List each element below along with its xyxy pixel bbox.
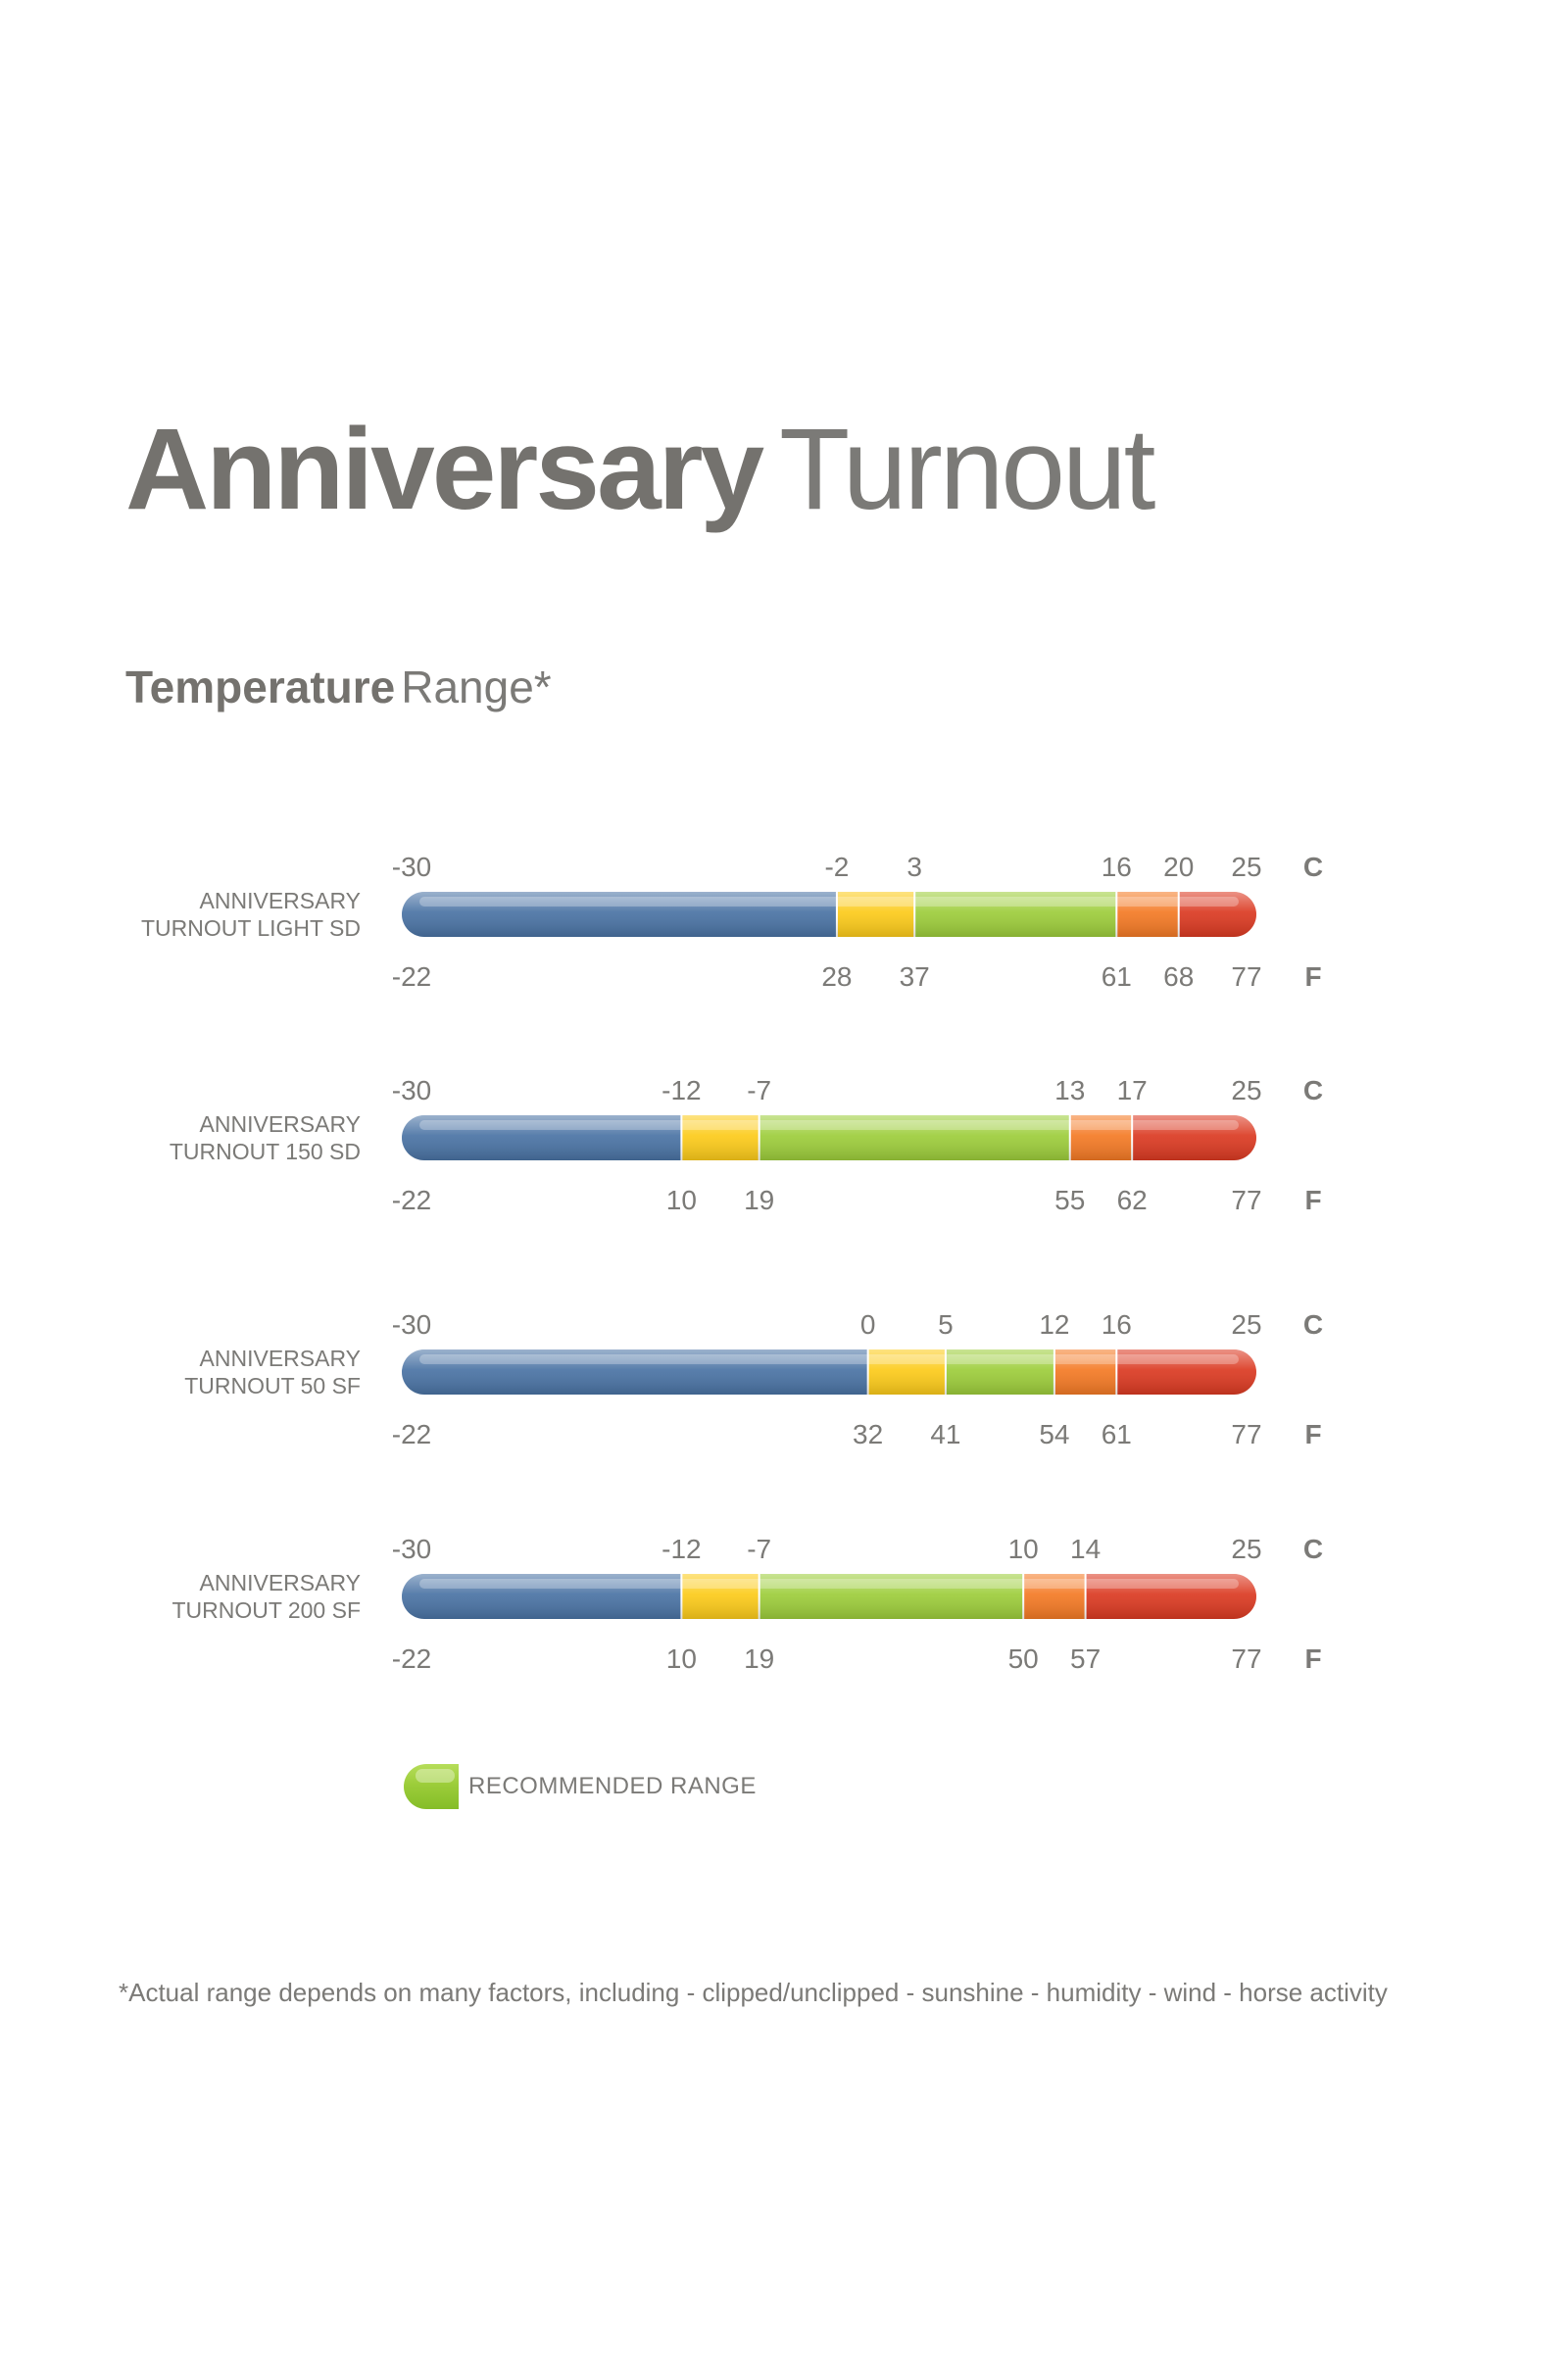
subtitle-light: Range* xyxy=(401,662,552,712)
celsius-tick-label: 14 xyxy=(1070,1534,1101,1564)
product-name-line1: ANNIVERSARY xyxy=(200,1570,361,1595)
fahrenheit-tick-label: 77 xyxy=(1231,1185,1261,1215)
celsius-tick-label: -30 xyxy=(392,1075,431,1105)
bar-gloss xyxy=(402,1115,1256,1160)
unit-label-fahrenheit: F xyxy=(1304,961,1321,992)
fahrenheit-tick-label: -22 xyxy=(392,961,431,992)
fahrenheit-tick-label: 55 xyxy=(1054,1185,1085,1215)
legend-swatch-recommended xyxy=(404,1764,459,1809)
fahrenheit-tick-label: -22 xyxy=(392,1643,431,1674)
fahrenheit-tick-label: -22 xyxy=(392,1419,431,1449)
product-name-line1: ANNIVERSARY xyxy=(200,1111,361,1137)
celsius-tick-label: -12 xyxy=(662,1075,701,1105)
fahrenheit-tick-label: 77 xyxy=(1231,1643,1261,1674)
product-name-line2: TURNOUT LIGHT SD xyxy=(141,915,361,941)
bar-gloss xyxy=(402,1349,1256,1395)
celsius-tick-label: 10 xyxy=(1008,1534,1039,1564)
fahrenheit-tick-label: 50 xyxy=(1008,1643,1039,1674)
celsius-tick-label: -30 xyxy=(392,1309,431,1340)
product-name-line1: ANNIVERSARY xyxy=(200,1346,361,1371)
product-name-line2: TURNOUT 200 SF xyxy=(172,1597,361,1623)
celsius-tick-label: 25 xyxy=(1231,1075,1261,1105)
celsius-tick-label: 20 xyxy=(1163,852,1194,882)
legend-label: RECOMMENDED RANGE xyxy=(468,1773,757,1799)
page-title: Anniversary Turnout xyxy=(125,412,1155,527)
bar-highlight xyxy=(419,1579,1239,1589)
fahrenheit-tick-label: 68 xyxy=(1163,961,1194,992)
fahrenheit-tick-label: 10 xyxy=(666,1185,697,1215)
title-bold: Anniversary xyxy=(125,405,764,534)
fahrenheit-tick-label: 28 xyxy=(821,961,852,992)
bar-highlight xyxy=(419,897,1239,907)
celsius-tick-label: 25 xyxy=(1231,852,1261,882)
fahrenheit-tick-label: 19 xyxy=(744,1185,774,1215)
bar-highlight xyxy=(419,1354,1239,1364)
legend: RECOMMENDED RANGE xyxy=(404,1761,757,1812)
unit-label-celsius: C xyxy=(1303,1075,1323,1105)
celsius-tick-label: -2 xyxy=(824,852,849,882)
celsius-tick-label: 3 xyxy=(906,852,922,882)
bar-gloss xyxy=(402,892,1256,937)
unit-label-fahrenheit: F xyxy=(1304,1185,1321,1215)
bar-gloss xyxy=(402,1574,1256,1619)
product-name-line2: TURNOUT 150 SD xyxy=(170,1139,361,1164)
unit-label-celsius: C xyxy=(1303,1534,1323,1564)
footnote: *Actual range depends on many factors, i… xyxy=(119,1978,1388,2007)
title-light: Turnout xyxy=(779,405,1155,534)
fahrenheit-tick-label: 62 xyxy=(1117,1185,1148,1215)
fahrenheit-tick-label: 19 xyxy=(744,1643,774,1674)
celsius-tick-label: 12 xyxy=(1039,1309,1069,1340)
fahrenheit-tick-label: 37 xyxy=(900,961,930,992)
celsius-tick-label: -30 xyxy=(392,1534,431,1564)
unit-label-fahrenheit: F xyxy=(1304,1643,1321,1674)
fahrenheit-tick-label: 77 xyxy=(1231,1419,1261,1449)
chart-subtitle: Temperature Range* xyxy=(125,664,552,710)
celsius-tick-label: 0 xyxy=(860,1309,876,1340)
unit-label-celsius: C xyxy=(1303,852,1323,882)
celsius-tick-label: 25 xyxy=(1231,1309,1261,1340)
celsius-tick-label: -12 xyxy=(662,1534,701,1564)
fahrenheit-tick-label: 57 xyxy=(1070,1643,1101,1674)
subtitle-bold: Temperature xyxy=(125,662,396,712)
celsius-tick-label: 17 xyxy=(1117,1075,1148,1105)
celsius-tick-label: 16 xyxy=(1102,1309,1132,1340)
product-name-line2: TURNOUT 50 SF xyxy=(184,1373,361,1398)
unit-label-celsius: C xyxy=(1303,1309,1323,1340)
unit-label-fahrenheit: F xyxy=(1304,1419,1321,1449)
celsius-tick-label: 16 xyxy=(1102,852,1132,882)
fahrenheit-tick-label: 32 xyxy=(853,1419,883,1449)
fahrenheit-tick-label: 10 xyxy=(666,1643,697,1674)
celsius-tick-label: -7 xyxy=(747,1534,771,1564)
celsius-tick-label: 13 xyxy=(1054,1075,1085,1105)
fahrenheit-tick-label: 61 xyxy=(1102,1419,1132,1449)
fahrenheit-tick-label: -22 xyxy=(392,1185,431,1215)
fahrenheit-tick-label: 41 xyxy=(930,1419,960,1449)
celsius-tick-label: -7 xyxy=(747,1075,771,1105)
celsius-tick-label: 5 xyxy=(938,1309,954,1340)
celsius-tick-label: 25 xyxy=(1231,1534,1261,1564)
fahrenheit-tick-label: 54 xyxy=(1039,1419,1069,1449)
fahrenheit-tick-label: 77 xyxy=(1231,961,1261,992)
fahrenheit-tick-label: 61 xyxy=(1102,961,1132,992)
celsius-tick-label: -30 xyxy=(392,852,431,882)
product-name-line1: ANNIVERSARY xyxy=(200,888,361,913)
bar-highlight xyxy=(419,1120,1239,1130)
